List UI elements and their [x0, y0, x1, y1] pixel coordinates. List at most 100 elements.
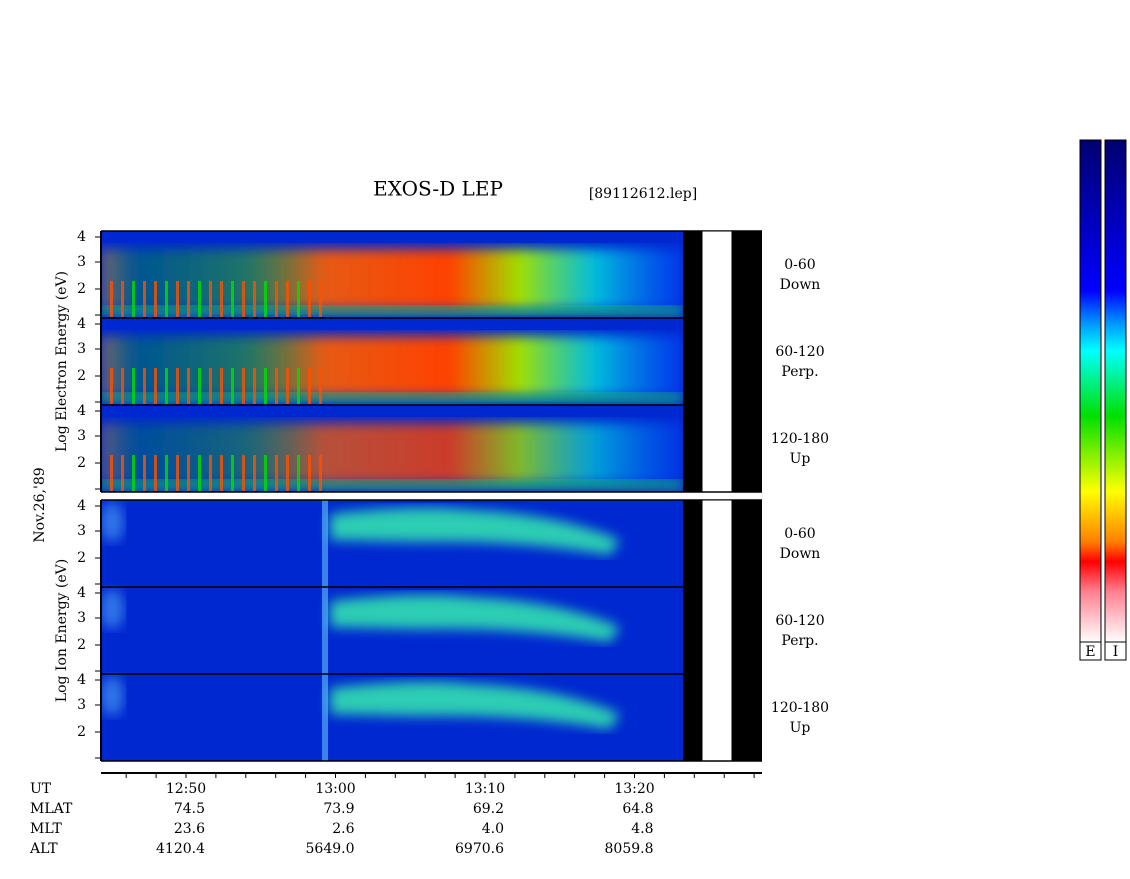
y-tick-label: 3	[77, 523, 86, 539]
burst	[253, 281, 256, 317]
burst	[242, 281, 245, 317]
emission	[330, 594, 620, 642]
blob	[101, 589, 124, 629]
cell: 69.2	[473, 801, 504, 817]
burst	[209, 281, 212, 317]
burst	[132, 368, 135, 404]
panel-label: 60-120	[775, 613, 824, 629]
panel-label: 0-60	[784, 257, 815, 273]
colorbar	[1079, 139, 1102, 643]
white-strip	[701, 499, 733, 762]
burst	[297, 368, 300, 404]
burst	[275, 281, 278, 317]
burst	[154, 281, 157, 317]
colorbar-label-box	[1079, 641, 1102, 661]
emission	[330, 507, 620, 555]
burst	[121, 368, 124, 404]
y-tick-label: 3	[77, 610, 86, 626]
y-tick-label: 2	[77, 637, 86, 653]
black-strip	[732, 500, 762, 761]
burst	[121, 455, 124, 491]
y-tick-label: 4	[77, 498, 86, 514]
burst	[143, 368, 146, 404]
y-axis-label: Log Ion Energy (eV)	[54, 559, 70, 702]
spike	[322, 674, 328, 761]
burst	[187, 455, 190, 491]
y-tick-label: 2	[77, 724, 86, 740]
x-tick-label: 13:00	[315, 781, 355, 797]
y-tick-label: 2	[77, 368, 86, 384]
panel-label: Up	[790, 451, 811, 467]
panel-label: Up	[790, 720, 811, 736]
colorbar-label: I	[1113, 644, 1119, 660]
burst	[231, 368, 234, 404]
y-tick-label: 2	[77, 550, 86, 566]
cell: 8059.8	[605, 841, 654, 857]
colorbar	[1104, 139, 1127, 643]
x-tick-label: 13:20	[614, 781, 654, 797]
burst	[154, 455, 157, 491]
cell: 73.9	[323, 801, 354, 817]
burst	[264, 455, 267, 491]
panels: 4 3 2 0-60 Down 4 3 2 60-120 Perp. 4 3 2 120-180 Up Log…	[54, 229, 829, 762]
burst	[165, 368, 168, 404]
y-tick-label: 3	[77, 341, 86, 357]
burst	[187, 281, 190, 317]
y-tick-label: 3	[77, 428, 86, 444]
burst	[319, 368, 322, 404]
cell: 2.6	[332, 821, 354, 837]
burst	[209, 455, 212, 491]
blob	[101, 502, 124, 542]
black-strip	[683, 231, 702, 492]
cell: 74.5	[174, 801, 205, 817]
date: Nov.26,'89	[32, 467, 48, 542]
burst	[286, 368, 289, 404]
burst	[242, 455, 245, 491]
burst	[143, 281, 146, 317]
cell: 4.8	[631, 821, 653, 837]
burst	[110, 281, 113, 317]
y-tick-label: 4	[77, 229, 86, 245]
burst	[286, 455, 289, 491]
panel-label: Down	[780, 546, 821, 562]
panel-label: 60-120	[775, 344, 824, 360]
burst	[275, 368, 278, 404]
black-strip	[683, 500, 702, 761]
panel-label: 120-180	[771, 700, 829, 716]
burst	[253, 368, 256, 404]
spectrogram	[101, 500, 620, 761]
cell: 5649.0	[306, 841, 355, 857]
burst	[121, 281, 124, 317]
burst	[242, 368, 245, 404]
burst	[143, 455, 146, 491]
burst	[220, 281, 223, 317]
y-axis-label: Log Electron Energy (eV)	[54, 271, 70, 452]
burst	[297, 281, 300, 317]
orbit-table: UT 12:50 13:00 13:10 13:20 MLAT 74.5 73.9 69.2 64…	[29, 781, 655, 857]
emission-low	[101, 306, 683, 316]
burst	[187, 368, 190, 404]
row-name: MLT	[30, 821, 62, 837]
panel-label: Down	[780, 277, 821, 293]
y-tick-label: 2	[77, 455, 86, 471]
burst	[209, 368, 212, 404]
colorbar-label-box	[1104, 641, 1127, 661]
burst	[132, 455, 135, 491]
burst	[110, 455, 113, 491]
title: EXOS-D LEP	[373, 177, 503, 201]
panel-label: 120-180	[771, 431, 829, 447]
burst	[176, 455, 179, 491]
spike	[322, 587, 328, 674]
y-tick-label: 4	[77, 585, 86, 601]
y-tick-label: 2	[77, 281, 86, 297]
burst	[198, 455, 201, 491]
y-tick-label: 4	[77, 403, 86, 419]
burst	[264, 368, 267, 404]
y-tick-label: 4	[77, 672, 86, 688]
panel-label: Perp.	[781, 364, 818, 380]
burst	[132, 281, 135, 317]
colorbar-label: E	[1085, 644, 1095, 660]
burst	[275, 455, 278, 491]
burst	[220, 455, 223, 491]
burst	[165, 281, 168, 317]
